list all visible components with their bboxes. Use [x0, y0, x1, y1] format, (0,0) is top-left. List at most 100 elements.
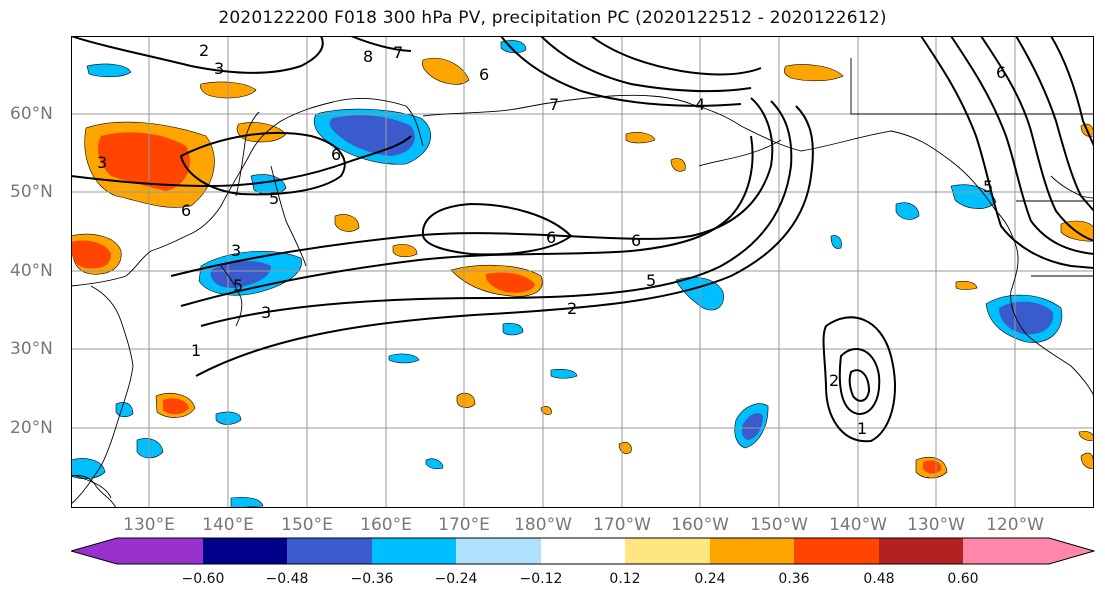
contour-label: 2	[829, 371, 839, 390]
pv-contour-line	[822, 316, 896, 443]
precip-neg-area	[830, 235, 842, 249]
contour-label: 3	[231, 241, 241, 260]
lon-label-130w: 130°W	[907, 515, 965, 535]
colorbar-tick: 0.12	[609, 571, 641, 587]
lat-label-60n: 60°N	[10, 104, 53, 124]
colorbar-segment	[963, 538, 1094, 564]
colorbar-segments	[71, 538, 1094, 564]
map-panel: 2 3 8 7 6 7 4 3 6 3 6 5 5 6 6 5 2 3 1 2 …	[71, 36, 1094, 508]
colorbar-segment	[794, 538, 879, 564]
pv-contour-line	[170, 97, 774, 277]
colorbar-tick: −0.60	[181, 571, 225, 587]
lon-label-150w: 150°W	[750, 515, 808, 535]
precip-neg-area	[950, 184, 997, 209]
pv-contour-line	[71, 36, 324, 74]
contour-label: 7	[393, 43, 403, 62]
precip-pos-area	[540, 406, 552, 415]
precip-pos-area	[456, 392, 476, 408]
precip-pos-area	[625, 132, 656, 144]
lon-label-160w: 160°W	[671, 515, 729, 535]
precip-pos-area	[955, 280, 978, 290]
contour-label: 8	[363, 47, 373, 66]
precip-neg-area	[230, 496, 264, 508]
contour-label: 5	[233, 276, 243, 295]
precip-pos-area	[1080, 452, 1094, 469]
map-title: 2020122200 F018 300 hPa PV, precipitatio…	[218, 8, 887, 28]
precip-neg-area	[71, 458, 106, 479]
colorbar-tick: 0.36	[778, 571, 810, 587]
precip-pos-area	[392, 244, 418, 258]
pv-contour-line	[848, 369, 871, 402]
colorbar-tick: −0.24	[434, 571, 478, 587]
pv-contour-line	[350, 36, 412, 52]
pv-contour-line	[590, 36, 762, 76]
contour-label: 6	[996, 63, 1006, 82]
precip-neg-area	[115, 402, 134, 418]
contour-label: 1	[191, 341, 201, 360]
colorbar-tick: 0.60	[947, 571, 979, 587]
precip-shading	[71, 40, 1094, 508]
colorbar-tick: 0.24	[694, 571, 726, 587]
pv-contour-line	[980, 36, 1094, 242]
pv-contour-line	[200, 100, 793, 327]
lon-label-160e: 160°E	[360, 515, 412, 535]
colorbar-segment	[625, 538, 710, 564]
contour-label: 3	[97, 153, 107, 172]
precip-pos-area	[783, 64, 844, 82]
precip-neg-area	[388, 353, 420, 364]
precip-pos-area	[1078, 430, 1094, 441]
colorbar-segment	[71, 538, 203, 564]
colorbar-tick: −0.36	[350, 571, 394, 587]
precip-neg-area	[550, 368, 578, 379]
precip-pos-area	[670, 158, 686, 172]
contour-label: 3	[261, 303, 271, 322]
precip-pos-area	[71, 240, 111, 269]
pv-contour-line	[180, 135, 754, 307]
contour-label: 6	[631, 231, 641, 250]
precip-pos-area	[334, 214, 360, 232]
precip-neg-area	[210, 261, 271, 288]
pv-contour-line	[500, 36, 742, 107]
lon-label-150e: 150°E	[281, 515, 333, 535]
pv-contour-line	[1015, 36, 1094, 212]
contour-label: 5	[269, 189, 279, 208]
pv-contour-line	[950, 36, 1094, 255]
precip-pos-area	[98, 132, 190, 191]
lon-label-170e: 170°E	[438, 515, 490, 535]
pv-contour-line	[540, 36, 752, 93]
colorbar-tick: 0.48	[863, 571, 895, 587]
contour-label: 6	[331, 145, 341, 164]
lon-label-140w: 140°W	[829, 515, 887, 535]
pv-contour-line	[838, 347, 881, 416]
pv-contour-line	[920, 36, 1094, 269]
contour-label: 6	[479, 65, 489, 84]
precip-pos-area	[923, 460, 942, 474]
colorbar-segment	[541, 538, 625, 564]
contour-label: 2	[199, 41, 209, 60]
precip-neg-area	[86, 63, 132, 78]
precip-neg-area	[136, 438, 164, 459]
precip-pos-area	[485, 272, 535, 293]
colorbar-segment	[203, 538, 287, 564]
precip-neg-area	[425, 458, 444, 470]
lon-label-120w: 120°W	[986, 515, 1044, 535]
colorbar	[69, 537, 1096, 569]
pv-contour-line	[421, 202, 573, 256]
colorbar-segment	[372, 538, 456, 564]
pv-contours	[71, 36, 1094, 443]
contour-label-group: 2 3 8 7 6 7 4 3 6 3 6 5 5 6 6 5 2 3 1 2 …	[97, 41, 1006, 438]
lat-label-50n: 50°N	[10, 182, 53, 202]
pv-contour-line	[1050, 36, 1094, 147]
contour-label: 7	[549, 95, 559, 114]
lon-label-180w: 180°W	[514, 515, 572, 535]
precip-neg-area	[741, 413, 763, 440]
precip-neg-area	[895, 202, 920, 220]
lon-label-130e: 130°E	[123, 515, 175, 535]
pv-contour-line	[71, 135, 412, 188]
graticule	[71, 36, 1094, 508]
precip-neg-area	[502, 322, 524, 336]
colorbar-segment	[287, 538, 372, 564]
contour-label: 1	[857, 419, 867, 438]
lat-label-40n: 40°N	[10, 261, 53, 281]
precip-pos-area	[421, 58, 470, 85]
